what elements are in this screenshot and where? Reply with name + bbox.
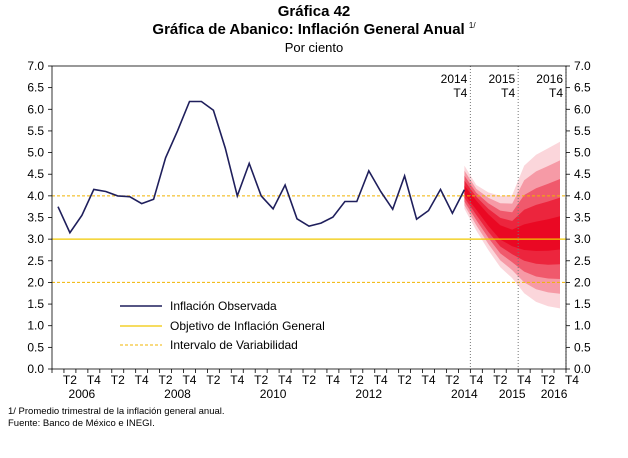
- y-tick-label-right: 4.0: [574, 189, 591, 203]
- x-tick-label: T4: [182, 373, 196, 387]
- period-marker-quarter: T4: [501, 86, 515, 100]
- chart-title-text: Gráfica de Abanico: Inflación General An…: [152, 21, 465, 38]
- y-tick-label-right: 0.0: [574, 362, 591, 376]
- period-marker-quarter: T4: [549, 86, 563, 100]
- x-tick-label: T2: [254, 373, 268, 387]
- chart-units: Por ciento: [284, 40, 344, 55]
- y-tick-label-left: 3.0: [27, 232, 44, 246]
- legend: Inflación Observada Objetivo de Inflación…: [120, 299, 325, 352]
- x-year-label: 2006: [69, 387, 96, 401]
- y-tick-label-left: 3.5: [27, 211, 44, 225]
- chart-number: Gráfica 42: [277, 3, 351, 20]
- x-tick-label: T2: [63, 373, 77, 387]
- x-year-label: 2015: [499, 387, 526, 401]
- legend-label: Inflación Observada: [170, 299, 277, 313]
- legend-label: Intervalo de Variabilidad: [170, 338, 298, 352]
- x-tick-label: T4: [87, 373, 101, 387]
- x-tick-label: T4: [517, 373, 531, 387]
- period-marker-year: 2014: [441, 72, 468, 86]
- x-year-label: 2014: [451, 387, 478, 401]
- y-tick-label-right: 3.5: [574, 211, 591, 225]
- y-tick-label-left: 1.5: [27, 297, 44, 311]
- x-tick-label: T2: [398, 373, 412, 387]
- y-tick-label-right: 5.5: [574, 124, 591, 138]
- x-tick-label: T2: [302, 373, 316, 387]
- y-tick-label-right: 7.0: [574, 59, 591, 73]
- source-note: Fuente: Banco de México e INEGI.: [8, 418, 155, 429]
- fan-band-5: [464, 185, 560, 251]
- x-tick-label: T4: [230, 373, 244, 387]
- x-tick-label: T4: [374, 373, 388, 387]
- y-tick-label-right: 6.5: [574, 81, 591, 95]
- x-tick-label: T4: [422, 373, 436, 387]
- y-tick-label-left: 0.0: [27, 362, 44, 376]
- y-tick-label-right: 2.0: [574, 275, 591, 289]
- x-tick-label: T4: [278, 373, 292, 387]
- y-tick-label-left: 1.0: [27, 319, 44, 333]
- y-tick-label-right: 5.0: [574, 146, 591, 160]
- x-tick-label: T2: [111, 373, 125, 387]
- y-tick-label-right: 1.5: [574, 297, 591, 311]
- y-tick-label-left: 2.5: [27, 254, 44, 268]
- y-tick-label-left: 6.0: [27, 102, 44, 116]
- period-marker-quarter: T4: [453, 86, 467, 100]
- y-tick-label-right: 4.5: [574, 167, 591, 181]
- x-tick-label: T2: [541, 373, 555, 387]
- chart-title-footnote-mark: 1/: [468, 21, 476, 30]
- observed-inflation-line: [57, 100, 466, 235]
- y-tick-label-left: 5.5: [27, 124, 44, 138]
- y-tick-label-left: 4.5: [27, 167, 44, 181]
- x-tick-label: T2: [206, 373, 220, 387]
- x-year-label: 2016: [541, 387, 568, 401]
- y-tick-label-left: 2.0: [27, 275, 44, 289]
- x-tick-label: T2: [493, 373, 507, 387]
- y-tick-label-right: 3.0: [574, 232, 591, 246]
- period-marker-year: 2016: [536, 72, 563, 86]
- observed-series: [57, 100, 466, 235]
- x-tick-label: T4: [469, 373, 483, 387]
- x-year-label: 2010: [260, 387, 287, 401]
- y-tick-label-right: 6.0: [574, 102, 591, 116]
- x-tick-label: T4: [565, 373, 579, 387]
- y-tick-label-left: 0.5: [27, 340, 44, 354]
- x-tick-label: T2: [159, 373, 173, 387]
- y-tick-label-left: 7.0: [27, 59, 44, 73]
- legend-label: Objetivo de Inflación General: [170, 319, 325, 333]
- y-tick-label-right: 1.0: [574, 319, 591, 333]
- x-tick-label: T2: [350, 373, 364, 387]
- period-marker-year: 2015: [488, 72, 515, 86]
- x-tick-label: T4: [326, 373, 340, 387]
- fan-bands: [464, 141, 560, 309]
- x-tick-label: T4: [135, 373, 149, 387]
- y-tick-label-right: 2.5: [574, 254, 591, 268]
- chart-title: Gráfica de Abanico: Inflación General An…: [0, 21, 628, 38]
- footnote: 1/ Promedio trimestral de la inflación g…: [8, 406, 225, 417]
- y-tick-label-left: 4.0: [27, 189, 44, 203]
- x-year-label: 2012: [355, 387, 382, 401]
- x-year-label: 2008: [164, 387, 191, 401]
- y-tick-label-left: 6.5: [27, 81, 44, 95]
- y-tick-label-left: 5.0: [27, 146, 44, 160]
- y-tick-label-right: 0.5: [574, 340, 591, 354]
- x-tick-label: T2: [445, 373, 459, 387]
